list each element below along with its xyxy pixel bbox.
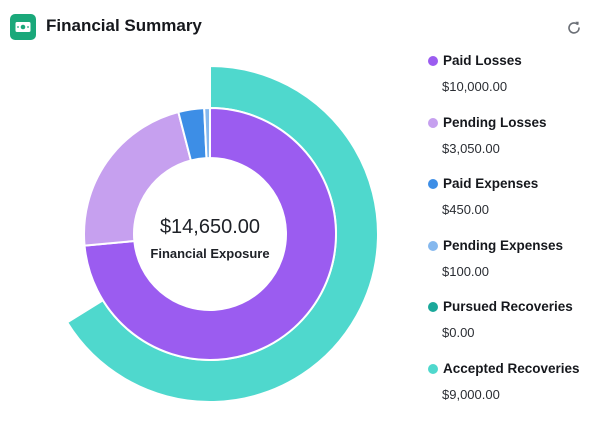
inner-ring (83, 106, 337, 361)
legend-label: Paid Losses (443, 53, 522, 68)
legend-amount: $9,000.00 (442, 386, 500, 402)
legend: Paid Losses $10,000.00 Pending Losses $3… (426, 50, 601, 419)
legend-amount: $3,050.00 (442, 140, 500, 156)
slice-paid-losses[interactable] (83, 106, 337, 361)
refresh-icon[interactable] (566, 20, 582, 36)
legend-item-pending-expenses[interactable]: Pending Expenses $100.00 (426, 235, 601, 297)
legend-dot (428, 179, 438, 189)
legend-dot (428, 240, 438, 251)
legend-item-paid-expenses[interactable]: Paid Expenses $450.00 (426, 173, 601, 235)
legend-label: Paid Expenses (443, 176, 539, 191)
legend-dot (428, 302, 438, 312)
header: Financial Summary (10, 12, 595, 42)
legend-label: Pursued Recoveries (443, 299, 573, 314)
legend-item-accepted-recoveries[interactable]: Accepted Recoveries $9,000.00 (426, 358, 601, 420)
legend-label: Pending Losses (443, 114, 547, 130)
money-icon (10, 14, 36, 40)
legend-dot (428, 363, 438, 374)
exposure-value: $14,650.00 (159, 216, 261, 238)
legend-label: Accepted Recoveries (443, 360, 580, 376)
legend-item-pursued-recoveries[interactable]: Pursued Recoveries $0.00 (426, 296, 601, 358)
card-title: Financial Summary (46, 16, 202, 35)
legend-dot (428, 56, 438, 66)
legend-amount: $100.00 (442, 263, 489, 279)
slice-pending-expenses[interactable] (203, 106, 211, 160)
donut-chart (65, 64, 379, 403)
exposure-label: Financial Exposure (150, 246, 270, 261)
legend-amount: $450.00 (442, 202, 489, 217)
legend-amount: $0.00 (442, 325, 475, 340)
legend-label: Pending Expenses (443, 237, 564, 253)
legend-item-paid-losses[interactable]: Paid Losses $10,000.00 (426, 50, 601, 112)
legend-amount: $10,000.00 (442, 79, 508, 94)
legend-dot (428, 117, 438, 128)
legend-item-pending-losses[interactable]: Pending Losses $3,050.00 (426, 112, 601, 174)
